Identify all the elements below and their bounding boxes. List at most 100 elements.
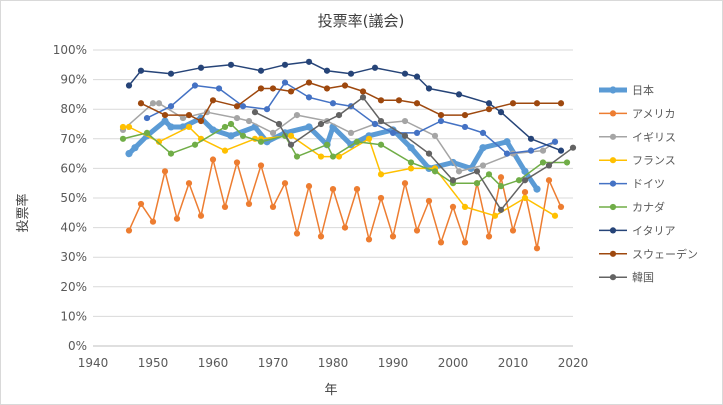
data-point: [215, 85, 223, 92]
data-point: [293, 153, 301, 160]
legend-label: ドイツ: [632, 178, 665, 191]
legend-label: イタリア: [632, 224, 676, 237]
y-tick-label: 70%: [60, 132, 87, 146]
data-point: [317, 153, 325, 160]
data-point: [539, 147, 547, 154]
data-point: [185, 112, 193, 119]
data-point: [539, 159, 547, 166]
data-point: [239, 103, 247, 110]
data-point: [515, 177, 523, 184]
data-point: [137, 200, 145, 208]
data-point: [473, 168, 481, 175]
data-point: [491, 212, 499, 219]
data-point: [557, 100, 565, 107]
data-point: [431, 168, 439, 175]
data-point: [341, 82, 349, 89]
data-point: [149, 100, 157, 107]
data-point: [269, 85, 277, 92]
data-point: [161, 112, 169, 119]
data-point: [365, 135, 373, 142]
data-point: [557, 147, 565, 154]
data-point: [413, 100, 421, 107]
data-point: [197, 64, 205, 71]
data-point: [329, 186, 337, 193]
legend-item: スウェーデン: [599, 247, 698, 261]
y-tick-label: 30%: [60, 250, 87, 264]
data-point: [521, 194, 529, 202]
data-point: [407, 165, 415, 172]
data-point: [281, 180, 289, 187]
data-point: [359, 94, 367, 101]
x-tick-label: 1980: [318, 356, 349, 370]
data-point: [479, 162, 487, 169]
series-7: [125, 58, 565, 154]
data-point: [557, 203, 565, 210]
data-point: [503, 138, 511, 146]
data-point: [119, 123, 127, 131]
legend-swatch-marker: [609, 250, 617, 257]
data-point: [335, 112, 343, 119]
data-point: [167, 150, 175, 157]
data-point: [245, 117, 253, 125]
x-tick-label: 1960: [198, 356, 229, 370]
data-point: [461, 239, 469, 246]
data-point: [395, 97, 403, 104]
data-point: [437, 239, 445, 246]
x-tick-label: 1990: [378, 356, 409, 370]
data-point: [455, 91, 463, 98]
data-point: [257, 162, 265, 169]
legend-item: イタリア: [599, 224, 676, 237]
data-point: [293, 230, 301, 237]
series-layer: [119, 58, 577, 252]
legend-swatch-marker: [609, 180, 617, 187]
data-point: [287, 88, 295, 95]
data-point: [263, 106, 271, 113]
data-point: [389, 129, 397, 136]
data-point: [497, 109, 505, 116]
legend-item: 韓国: [599, 271, 654, 284]
data-point: [521, 167, 529, 175]
series-9: [251, 94, 577, 213]
data-point: [353, 186, 361, 193]
y-tick-label: 50%: [60, 191, 87, 205]
data-point: [305, 94, 313, 101]
data-point: [125, 227, 133, 234]
data-point: [185, 180, 193, 187]
data-point: [155, 138, 163, 145]
data-point: [167, 123, 175, 131]
series-line: [140, 81, 562, 122]
legend-item: カナダ: [599, 200, 665, 214]
x-tick-label: 2020: [558, 356, 589, 370]
legend-swatch-marker: [609, 203, 617, 211]
data-point: [533, 185, 541, 193]
series-2: [125, 156, 565, 252]
data-point: [485, 100, 493, 107]
data-point: [323, 67, 331, 74]
data-point: [449, 203, 457, 210]
x-tick-label: 2010: [498, 356, 529, 370]
series-8: [137, 79, 565, 125]
legend-label: カナダ: [632, 200, 665, 214]
data-point: [269, 203, 277, 210]
x-tick-label: 1970: [258, 356, 289, 370]
data-point: [485, 171, 493, 178]
x-tick-label: 2000: [438, 356, 469, 370]
data-point: [161, 168, 169, 175]
data-point: [257, 138, 265, 145]
x-tick-label: 1950: [138, 356, 169, 370]
data-point: [281, 79, 289, 86]
data-point: [545, 162, 553, 169]
data-point: [449, 177, 457, 184]
data-point: [551, 138, 559, 145]
data-point: [173, 215, 181, 222]
legend-item: イギリス: [599, 131, 676, 144]
data-point: [125, 123, 133, 131]
x-tick-labels: 1940 1950 1960 1970 1980 1990 2000 2010 2020: [78, 356, 589, 370]
data-point: [497, 174, 505, 181]
legend-label: スウェーデン: [632, 247, 698, 261]
data-point: [485, 106, 493, 113]
data-point: [227, 120, 235, 128]
data-point: [533, 245, 541, 252]
data-point: [335, 153, 343, 160]
data-point: [425, 85, 433, 92]
